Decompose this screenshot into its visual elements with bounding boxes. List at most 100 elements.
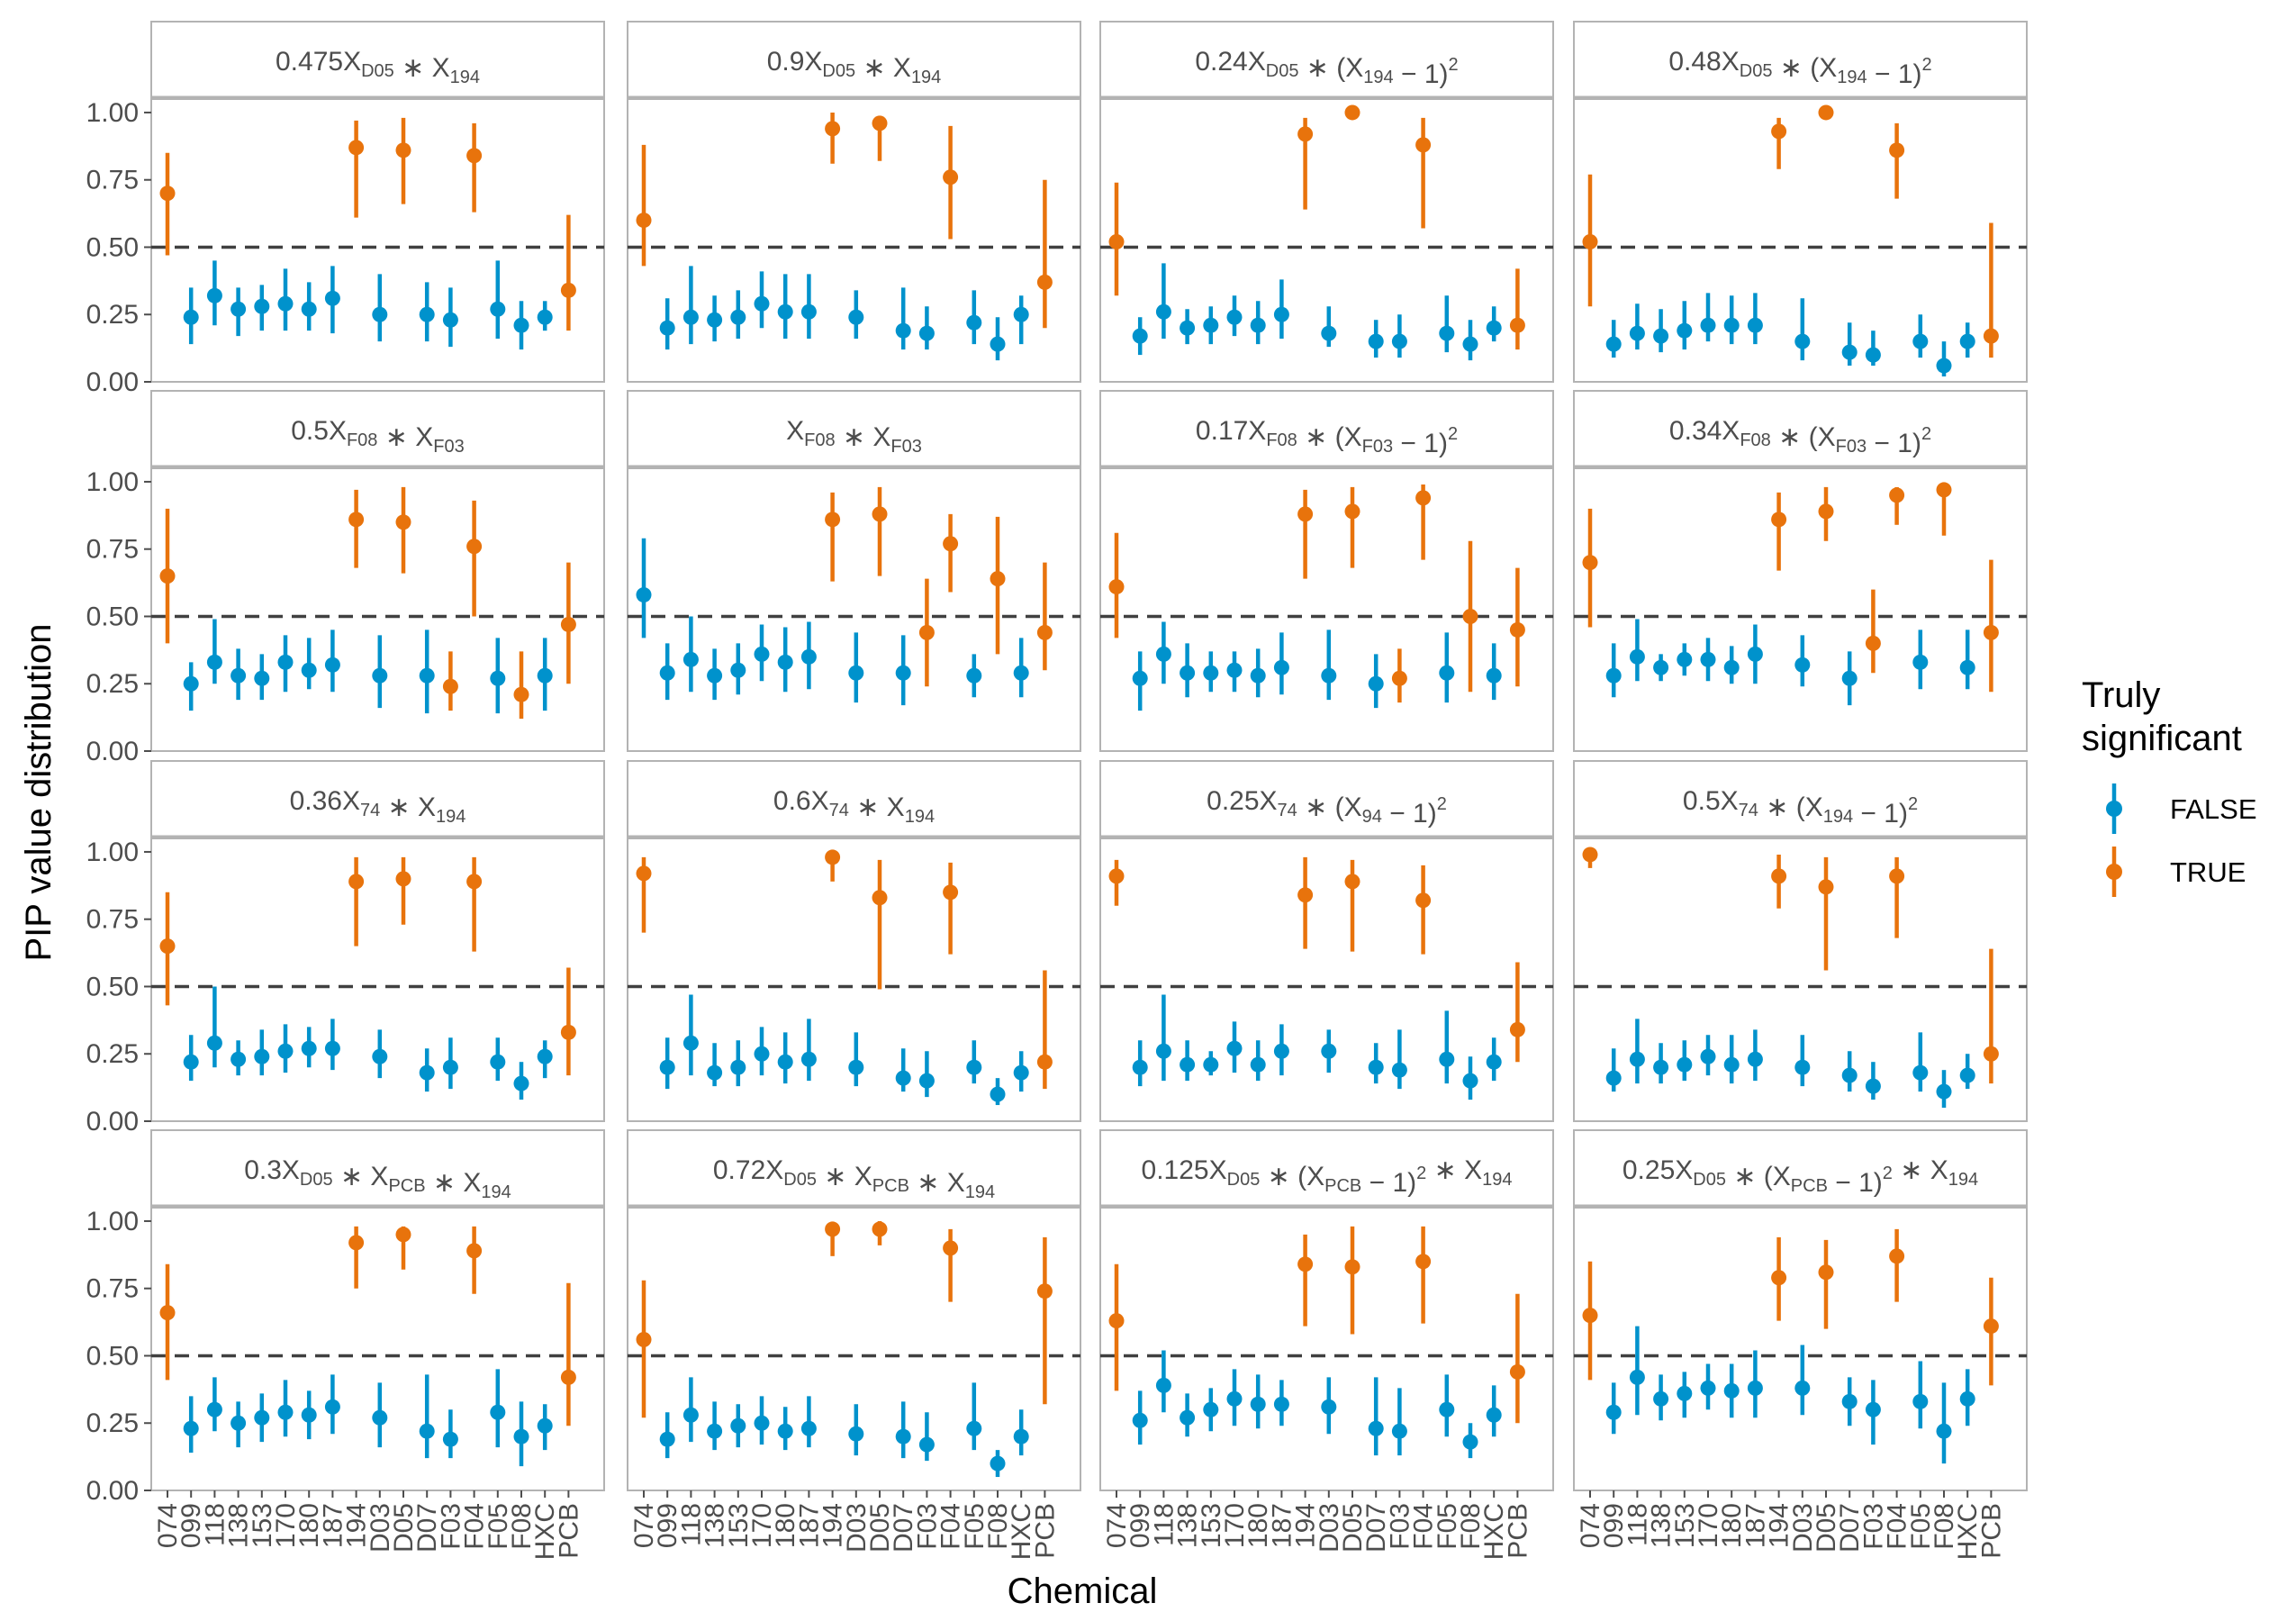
facet-label-text: 0.48X [1668, 47, 1739, 77]
x-tick-label: F08 [507, 1503, 537, 1550]
point-153 [254, 298, 270, 314]
plot-panel [1099, 838, 1554, 1122]
point-F03 [1391, 1062, 1407, 1078]
point-F08 [990, 336, 1006, 352]
point-153 [1677, 1056, 1693, 1073]
point-187 [1273, 1396, 1289, 1412]
facet-label-text: 0.25X [1207, 786, 1277, 816]
plot-panel [627, 98, 1081, 383]
x-tick-label: 138 [1647, 1503, 1677, 1548]
point-F08 [513, 1075, 529, 1091]
point-D03 [1321, 1043, 1337, 1059]
point-099 [659, 320, 675, 336]
point-138 [1180, 1056, 1196, 1073]
facet-label-text: X [786, 416, 804, 446]
facet-label-subscript: PCB [1324, 1176, 1361, 1196]
facet-label-text: 0.5X [1683, 786, 1739, 816]
point-138 [231, 1415, 247, 1431]
facet-strip [1573, 760, 2028, 839]
facet-label: 0.24XD05 ∗ (X194 − 1)2 [1195, 47, 1458, 89]
point-118 [1155, 1043, 1171, 1059]
point-170 [277, 654, 294, 670]
point-F03 [442, 1059, 458, 1075]
point-187 [1747, 317, 1763, 333]
facet-label-text: ∗ X [394, 53, 450, 83]
point-180 [1723, 659, 1740, 675]
x-tick-label: D05 [389, 1503, 419, 1553]
point-F04 [943, 536, 959, 552]
y-tick-label: 0.75 [86, 1274, 139, 1304]
x-tick-label: 074 [153, 1503, 183, 1548]
point-153 [730, 1417, 746, 1434]
x-tick-label: 099 [1125, 1503, 1155, 1548]
x-tick-label: D03 [1315, 1503, 1344, 1553]
point-D07 [895, 1428, 911, 1444]
point-D07 [895, 665, 911, 681]
point-170 [1700, 1380, 1716, 1396]
x-tick-label: 118 [676, 1503, 706, 1546]
point-118 [1155, 1377, 1171, 1393]
point-074 [1108, 579, 1125, 595]
x-tick-label: F05 [960, 1503, 990, 1550]
facet-label-subscript: F08 [804, 430, 835, 450]
point-074 [1582, 233, 1598, 249]
facet-panel-9: 0.36X74 ∗ X194 0.00 0.25 0.50 0.75 1.00 [86, 760, 605, 1137]
facet-label-subscript: F08 [1740, 430, 1770, 450]
point-D03 [848, 665, 864, 681]
point-D05 [1818, 104, 1834, 121]
point-D03 [1794, 333, 1811, 349]
point-PCB [1509, 317, 1525, 333]
facet-strip [627, 1129, 1081, 1209]
point-F05 [1912, 1064, 1929, 1081]
facet-panel-11: 0.25X74 ∗ (X94 − 1)2 [1099, 760, 1554, 1122]
point-170 [277, 295, 294, 312]
point-D07 [895, 1070, 911, 1086]
plot-panel [627, 467, 1081, 752]
point-F03 [442, 678, 458, 694]
point-HXC [1959, 333, 1975, 349]
point-F05 [1912, 1393, 1929, 1409]
facet-label-text: 0.17X [1196, 416, 1266, 446]
point-074 [1108, 868, 1125, 884]
facet-panel-16: 0.25XD05 ∗ (XPCB − 1)2 ∗ X19407409911813… [1573, 1129, 2028, 1560]
facet-label-text: ∗ (X [1758, 792, 1823, 822]
point-099 [1132, 328, 1148, 344]
point-F04 [1889, 487, 1905, 503]
facet-panel-12: 0.5X74 ∗ (X194 − 1)2 [1573, 760, 2028, 1122]
x-tick-label: F03 [912, 1503, 942, 1550]
point-F04 [1415, 137, 1432, 153]
point-D05 [395, 142, 411, 158]
point-170 [754, 1415, 770, 1431]
facet-label: 0.5X74 ∗ (X194 − 1)2 [1683, 786, 1918, 829]
facet-label-subscript: D05 [361, 61, 394, 81]
facet-strip [627, 21, 1081, 100]
point-PCB [560, 1369, 576, 1385]
point-180 [777, 303, 793, 320]
point-153 [730, 309, 746, 325]
facet-label-text: ∗ (X [1726, 1162, 1791, 1191]
point-153 [1203, 1056, 1219, 1073]
x-tick-label: F05 [1433, 1503, 1462, 1550]
point-PCB [1036, 1283, 1053, 1300]
facet-label-text: 0.36X [290, 786, 360, 816]
facet-label-text: 0.34X [1669, 416, 1740, 446]
point-F04 [943, 1240, 959, 1256]
y-tick-label: 1.00 [86, 98, 139, 128]
facet-strip [1099, 21, 1554, 100]
facet-label-subscript: 74 [1739, 801, 1758, 820]
plot-panel [1099, 467, 1554, 752]
point-F04 [943, 169, 959, 186]
point-HXC [1013, 306, 1029, 322]
point-138 [231, 1051, 247, 1067]
point-180 [301, 662, 317, 678]
x-tick-label: F08 [983, 1503, 1013, 1550]
x-tick-label: 180 [294, 1503, 324, 1548]
x-tick-label: 138 [1173, 1503, 1203, 1548]
x-tick-label: HXC [1007, 1503, 1036, 1560]
x-tick-label: D07 [412, 1503, 442, 1553]
point-138 [707, 312, 723, 328]
facet-label-text: 0.24X [1195, 47, 1265, 77]
facet-label-subscript: D05 [1740, 61, 1773, 81]
y-tick-label: 0.25 [86, 1039, 139, 1069]
point-PCB [1509, 1363, 1525, 1380]
